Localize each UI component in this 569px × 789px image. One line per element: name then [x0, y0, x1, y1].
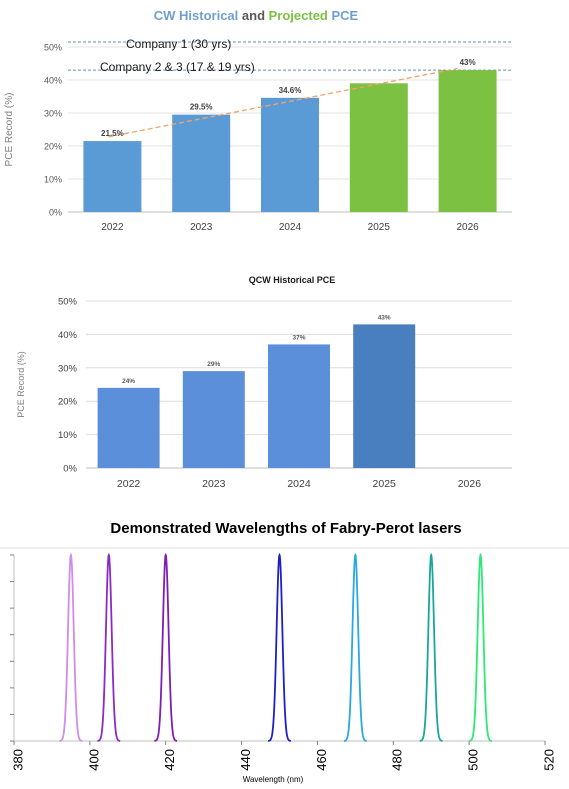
- y-tick-labels: 0% 10% 20% 30% 40% 50%: [58, 297, 78, 475]
- bar-2024: [261, 97, 319, 212]
- y-tick-labels: 0% 10% 20% 30% 40% 50%: [44, 43, 62, 218]
- y-tick-label: 20%: [58, 397, 78, 408]
- y-tick-label: 30%: [44, 109, 62, 119]
- bars: [83, 70, 497, 212]
- data-label: 37%: [292, 334, 305, 341]
- y-tick-label: 50%: [58, 297, 78, 308]
- reference-label: Company 2 & 3 (17 & 19 yrs): [100, 60, 255, 74]
- chart-title: Demonstrated Wavelengths of Fabry-Perot …: [110, 520, 461, 537]
- bar-2024: [268, 344, 330, 468]
- x-tick-labels: 2022 2023 2024 2025 2026: [117, 478, 481, 490]
- reference-lines: Company 1 (30 yrs) Company 2 & 3 (17 & 19…: [68, 37, 512, 74]
- x-tick-label: 2026: [456, 222, 479, 233]
- bar-2023: [182, 371, 245, 468]
- y-tick-label: 0%: [63, 464, 77, 475]
- x-tick-label: 2023: [202, 478, 226, 490]
- x-tick-label: 2022: [117, 478, 141, 490]
- axes: [10, 554, 546, 745]
- x-tick-labels: 380 400 420 440 460 480 500 520: [10, 749, 556, 771]
- x-tick-label: 380: [10, 749, 25, 771]
- bars: [97, 324, 416, 468]
- bar-2026: [438, 70, 497, 212]
- peak-420: [154, 552, 178, 742]
- x-tick-label: 2022: [101, 222, 124, 233]
- y-axis-label: PCE Record (%): [16, 351, 26, 418]
- y-tick-label: 50%: [44, 43, 62, 53]
- y-tick-label: 0%: [49, 208, 62, 218]
- x-tick-labels: 2022 2023 2024 2025 2026: [101, 222, 479, 233]
- y-tick-label: 10%: [58, 430, 78, 441]
- x-tick-label: 2026: [458, 478, 482, 490]
- x-tick-label: 520: [541, 749, 556, 771]
- peak-470: [343, 552, 367, 742]
- y-tick-label: 40%: [58, 330, 78, 341]
- x-tick-label: 400: [86, 749, 101, 771]
- qcw-pce-chart: QCW Historical PCE 24% 29% 37% 43% 0% 10% 20%…: [16, 275, 512, 490]
- x-tick-label: 2024: [287, 478, 311, 490]
- x-tick-label: 2024: [279, 222, 302, 233]
- wavelength-chart: Demonstrated Wavelengths of Fabry-Perot …: [0, 520, 569, 784]
- title-part-0: CW Historical: [154, 8, 239, 23]
- y-tick-label: 20%: [44, 142, 62, 152]
- x-tick-label: 440: [238, 749, 253, 771]
- x-tick-label: 500: [466, 749, 481, 771]
- data-label: 43%: [378, 314, 391, 321]
- title-part-3: PCE: [328, 8, 359, 23]
- data-labels: 21.5% 29.5% 34.6% 43%: [101, 58, 476, 138]
- peak-405: [97, 552, 121, 742]
- peak-395: [59, 552, 83, 742]
- bar-2025: [353, 324, 416, 468]
- title-part-1: and: [238, 8, 268, 23]
- trendline: [108, 67, 458, 138]
- chart-title: QCW Historical PCE: [249, 275, 336, 285]
- data-labels: 24% 29% 37% 43%: [122, 314, 391, 384]
- peak-490: [419, 552, 443, 742]
- x-tick-label: 480: [390, 749, 405, 771]
- peak-503: [469, 552, 492, 742]
- y-tick-label: 30%: [58, 363, 78, 374]
- x-tick-label: 2025: [373, 478, 397, 490]
- chart-title: CW Historical and Projected PCE: [154, 8, 359, 23]
- x-axis-label: Wavelength (nm): [243, 775, 304, 784]
- bar-2022: [97, 387, 160, 468]
- data-label: 29.5%: [190, 103, 213, 112]
- data-label: 34.6%: [279, 86, 302, 95]
- peaks: [59, 552, 492, 742]
- data-label: 29%: [207, 361, 220, 368]
- data-label: 43%: [460, 58, 476, 67]
- y-tick-label: 40%: [44, 76, 62, 86]
- reference-label: Company 1 (30 yrs): [126, 37, 231, 51]
- cw-pce-chart: CW Historical and Projected PCE Company …: [4, 8, 512, 233]
- bar-2023: [172, 114, 231, 212]
- data-label: 24%: [122, 378, 135, 385]
- x-tick-label: 460: [314, 749, 329, 771]
- title-part-2: Projected: [269, 8, 328, 23]
- bar-2022: [83, 141, 142, 212]
- x-tick-label: 420: [162, 749, 177, 771]
- trendline-path: [108, 67, 458, 138]
- y-tick-label: 10%: [44, 175, 62, 185]
- y-axis-label: PCE Record (%): [4, 93, 15, 167]
- x-tick-label: 2025: [368, 222, 391, 233]
- bar-2025: [349, 83, 408, 212]
- x-tick-label: 2023: [190, 222, 213, 233]
- peak-450: [268, 552, 291, 742]
- data-label: 21.5%: [101, 129, 124, 138]
